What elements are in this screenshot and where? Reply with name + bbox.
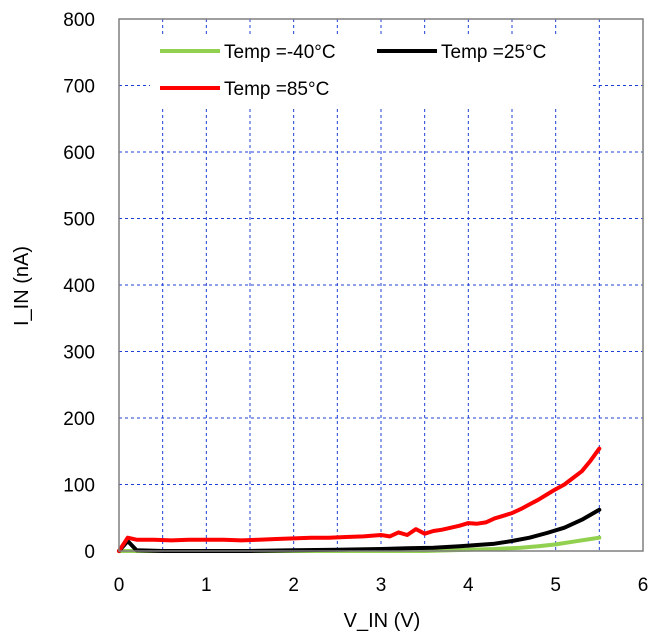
axes (118, 18, 644, 552)
x-tick-label: 4 (463, 575, 474, 596)
series-line-3 (117, 446, 602, 553)
legend-label-2: Temp =25°C (441, 42, 546, 63)
legend: Temp =-40°C Temp =25°C Temp =85°C (150, 35, 590, 107)
x-tick-label: 3 (376, 575, 387, 596)
legend-label-1: Temp =-40°C (224, 42, 336, 63)
x-tick-label: 2 (288, 575, 299, 596)
legend-label-3: Temp =85°C (224, 79, 329, 100)
x-tick-label: 6 (638, 575, 649, 596)
legend-box (150, 35, 590, 107)
y-axis-title: I_IN (nA) (11, 246, 33, 326)
x-tick-label: 0 (114, 575, 125, 596)
x-axis-title: V_IN (V) (344, 610, 421, 632)
y-tick-label: 700 (63, 77, 95, 98)
series-lines (117, 446, 602, 553)
grid (119, 19, 643, 551)
y-tick-label: 500 (63, 210, 95, 231)
series-line-2 (117, 507, 602, 553)
y-tick-label: 600 (63, 143, 95, 164)
tick-labels: 0 100 200 300 400 500 600 700 800 0 1 2 3 4 5 6 (63, 10, 648, 596)
y-tick-label: 200 (63, 409, 95, 430)
x-tick-label: 1 (201, 575, 212, 596)
y-tick-label: 100 (63, 476, 95, 497)
x-tick-label: 5 (550, 575, 561, 596)
y-tick-label: 300 (63, 343, 95, 364)
y-tick-label: 400 (63, 276, 95, 297)
y-tick-label: 0 (84, 542, 95, 563)
y-tick-label: 800 (63, 10, 95, 31)
plot-frame (118, 18, 644, 552)
